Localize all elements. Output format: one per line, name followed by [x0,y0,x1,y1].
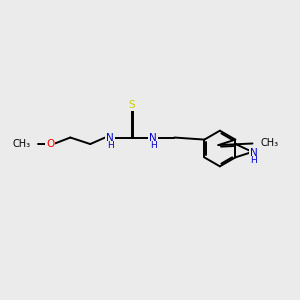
Text: CH₃: CH₃ [261,139,279,148]
Text: N: N [106,133,114,143]
Text: O: O [46,139,55,149]
Text: N: N [250,148,258,158]
Text: N: N [149,133,157,143]
Text: H: H [250,156,257,165]
Text: S: S [128,100,135,110]
Text: H: H [107,141,114,150]
Text: H: H [150,141,157,150]
Text: CH₃: CH₃ [13,139,31,149]
